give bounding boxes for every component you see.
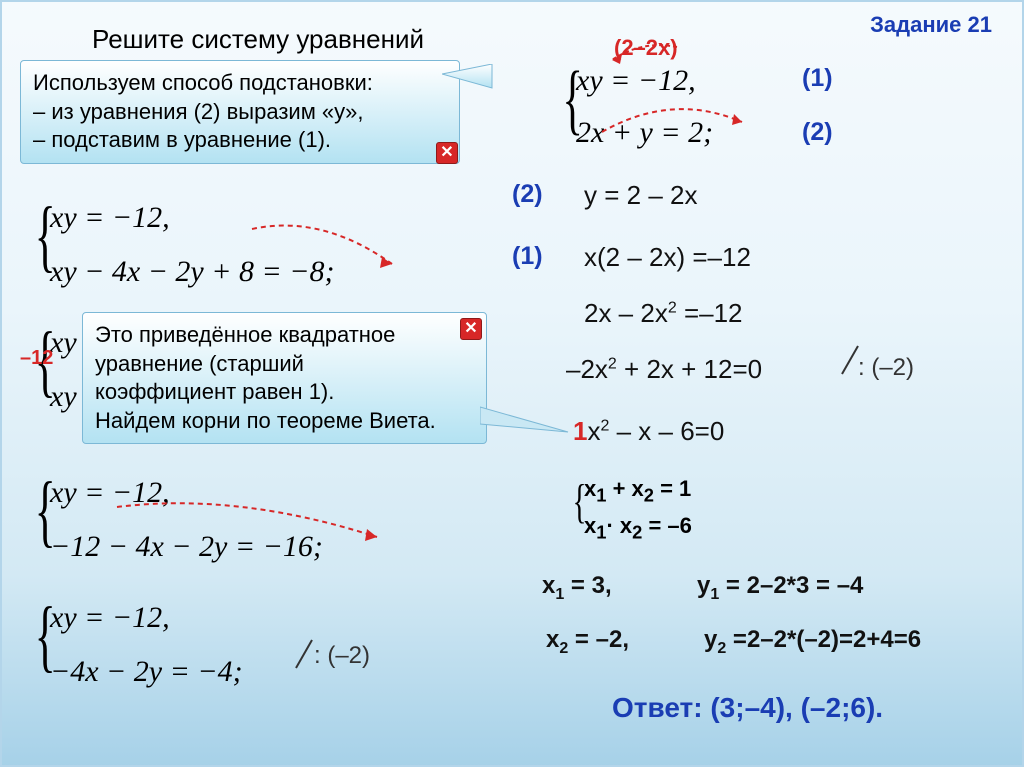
equation: xy − 4x − 2y + 8 = −8; — [50, 251, 334, 293]
step-equation: –2x2 + 2x + 12=0 — [566, 354, 762, 385]
page-title: Решите систему уравнений — [92, 24, 424, 55]
step-equation: 1x2 – x – 6=0 — [573, 416, 724, 447]
solution-x1: x1 = 3, — [542, 572, 612, 604]
callout-line: Используем способ подстановки: — [33, 69, 447, 98]
system-3: { xy = −12, −12 − 4x − 2y = −16; — [50, 472, 323, 568]
eq-label: (2) — [802, 118, 833, 147]
callout-vieta: Это приведённое квадратное уравнение (ст… — [82, 312, 487, 444]
eq-label: (1) — [802, 64, 833, 93]
leading-one: 1 — [573, 416, 587, 446]
equation: xy = −12, — [50, 197, 334, 239]
step-label: (1) — [512, 242, 543, 271]
step-label: (2) — [512, 180, 543, 209]
equation: xy = −12, — [50, 472, 323, 514]
system-2: { xy xy — [50, 322, 77, 418]
callout-line: коэффициент равен 1). — [95, 378, 474, 407]
callout-pointer — [442, 64, 562, 114]
system-1: { xy = −12, xy − 4x − 2y + 8 = −8; — [50, 197, 334, 293]
step-equation: y = 2 – 2x — [584, 180, 697, 211]
main-system: { xy = −12, 2x + y = 2; — [576, 60, 713, 154]
solution-y1: y1 = 2–2*3 = –4 — [697, 572, 863, 604]
vieta-system: { x1 + x2 = 1 x1· x2 = –6 — [584, 472, 692, 546]
equation: 2x + y = 2; — [576, 112, 713, 154]
callout-line: – подставим в уравнение (1). — [33, 126, 447, 155]
callout-substitution: Используем способ подстановки: – из урав… — [20, 60, 460, 164]
callout-line: Найдем корни по теореме Виета. — [95, 407, 474, 436]
vieta-eq: x1· x2 = –6 — [584, 509, 692, 546]
system-4: { xy = −12, −4x − 2y = −4; — [50, 597, 243, 693]
equation: xy = −12, — [50, 597, 243, 639]
callout-line: уравнение (старший — [95, 350, 474, 379]
answer: Ответ: (3;–4), (–2;6). — [612, 692, 883, 724]
callout-line: – из уравнения (2) выразим «y», — [33, 98, 447, 127]
solution-x2: x2 = –2, — [546, 626, 629, 658]
callout-line: Это приведённое квадратное — [95, 321, 474, 350]
step-equation: x(2 – 2x) =–12 — [584, 242, 751, 273]
close-icon[interactable]: ✕ — [436, 142, 458, 164]
close-icon[interactable]: ✕ — [460, 318, 482, 340]
task-label: Задание 21 — [870, 12, 992, 38]
division-note: : (–2) — [858, 354, 914, 382]
step-equation: 2x – 2x2 =–12 — [584, 298, 743, 329]
substitution-label: (2–2x) — [614, 35, 678, 61]
equation: −12 − 4x − 2y = −16; — [50, 526, 323, 568]
solution-y2: y2 =2–2*(–2)=2+4=6 — [704, 626, 921, 658]
division-note: : (–2) — [314, 642, 370, 670]
equation: xy = −12, — [576, 60, 713, 102]
equation: −4x − 2y = −4; — [50, 651, 243, 693]
minus-twelve-label: –12 — [20, 347, 53, 370]
vieta-eq: x1 + x2 = 1 — [584, 472, 692, 509]
